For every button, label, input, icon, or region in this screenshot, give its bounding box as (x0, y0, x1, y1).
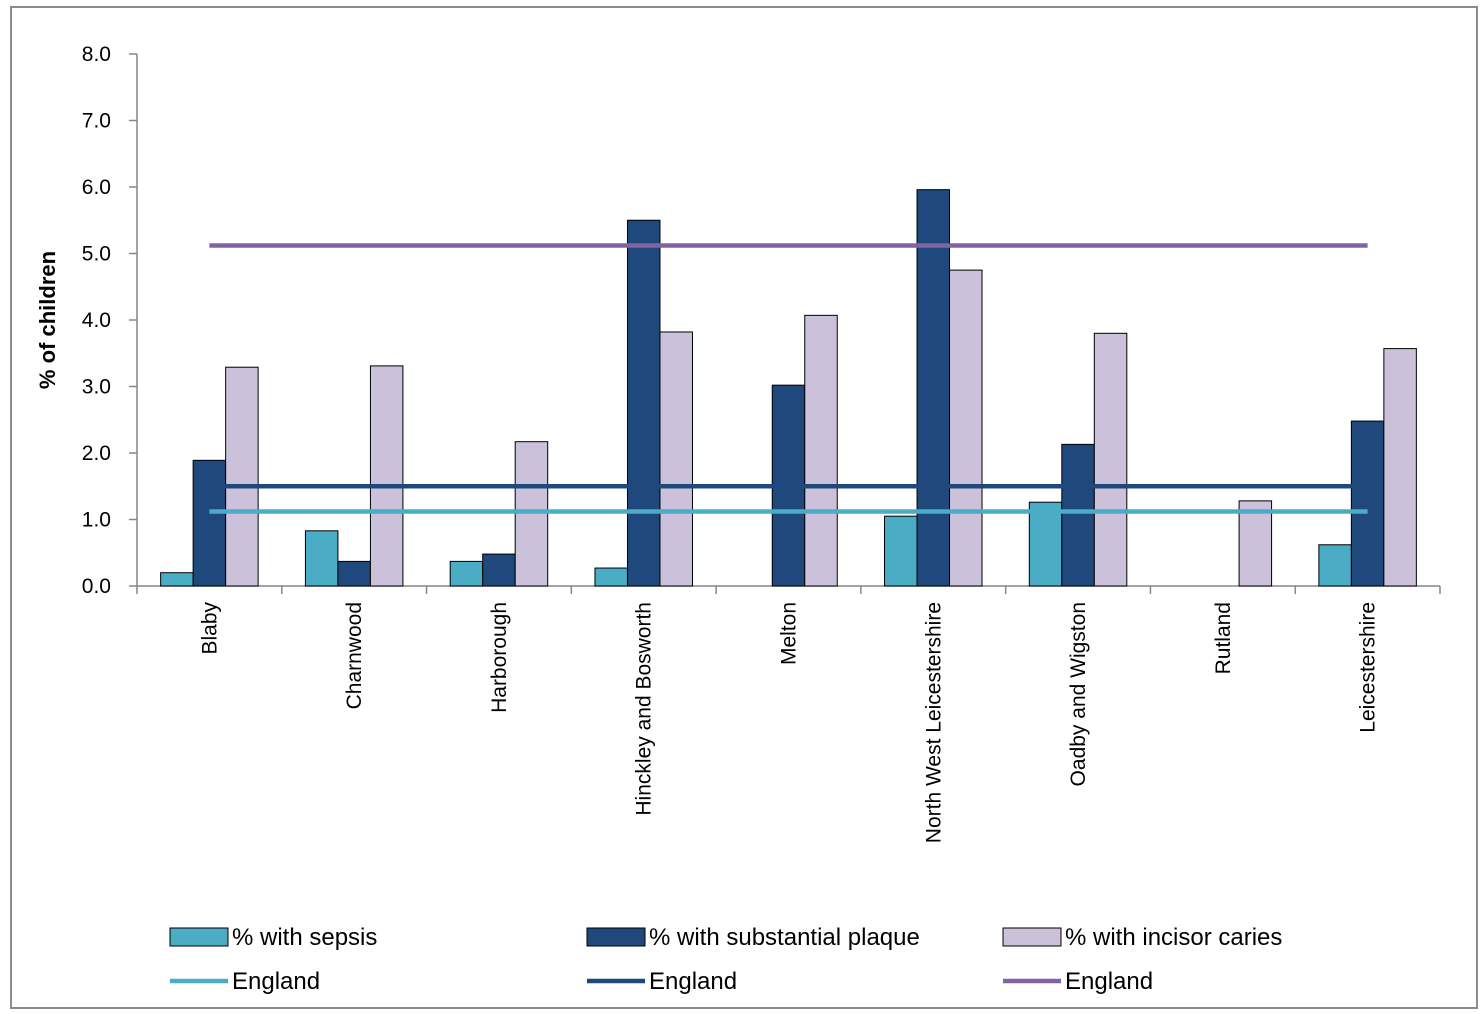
x-tick-label: Hinckley and Bosworth (633, 602, 656, 816)
y-tick-label: 1.0 (82, 509, 111, 532)
x-tick-label: Rutland (1212, 602, 1235, 674)
x-tick-label: Oadby and Wigston (1067, 602, 1090, 786)
bar (659, 331, 693, 587)
bar (884, 515, 918, 587)
bar (1350, 420, 1385, 587)
bar (337, 560, 371, 587)
bar (916, 189, 951, 587)
bar (1318, 544, 1352, 587)
y-tick-label: 3.0 (82, 376, 111, 399)
legend-label: % with substantial plaque (649, 924, 920, 951)
bar (369, 365, 404, 587)
x-tick-label: Harborough (488, 602, 511, 713)
legend-swatch (1002, 927, 1062, 947)
bar (949, 269, 983, 587)
bar (594, 567, 628, 587)
x-tick-label: Leicestershire (1357, 602, 1380, 733)
bar (1383, 348, 1417, 587)
legend-label: % with sepsis (232, 924, 377, 951)
y-tick-label: 4.0 (82, 309, 111, 332)
x-tick-label: Melton (778, 602, 801, 665)
x-tick-label: Charnwood (343, 602, 366, 709)
y-tick-label: 8.0 (82, 43, 111, 66)
bar (626, 219, 661, 587)
bar (192, 459, 227, 587)
legend-swatch (586, 927, 646, 947)
bar (1238, 500, 1273, 587)
bar (514, 441, 549, 587)
legend-label: % with incisor caries (1065, 924, 1282, 951)
x-tick-label: Blaby (198, 602, 221, 655)
legend-label: England (649, 968, 737, 995)
bar (804, 314, 838, 587)
y-tick-label: 5.0 (82, 243, 111, 266)
y-tick-label: 7.0 (82, 110, 111, 133)
legend-label: England (232, 968, 320, 995)
y-tick-label: 2.0 (82, 442, 111, 465)
bar (1028, 501, 1063, 587)
bar (1093, 332, 1128, 587)
x-tick-label: North West Leicestershire (922, 602, 945, 843)
legend-label: England (1065, 968, 1153, 995)
y-tick-label: 0.0 (82, 575, 111, 598)
bar (225, 366, 259, 587)
bar (160, 572, 194, 587)
bar (1061, 443, 1095, 587)
bar (482, 553, 516, 587)
bar (449, 560, 484, 587)
legend-swatch (169, 927, 229, 947)
y-tick-label: 6.0 (82, 176, 111, 199)
bar (304, 530, 339, 587)
y-axis-label: % of children (35, 251, 60, 389)
